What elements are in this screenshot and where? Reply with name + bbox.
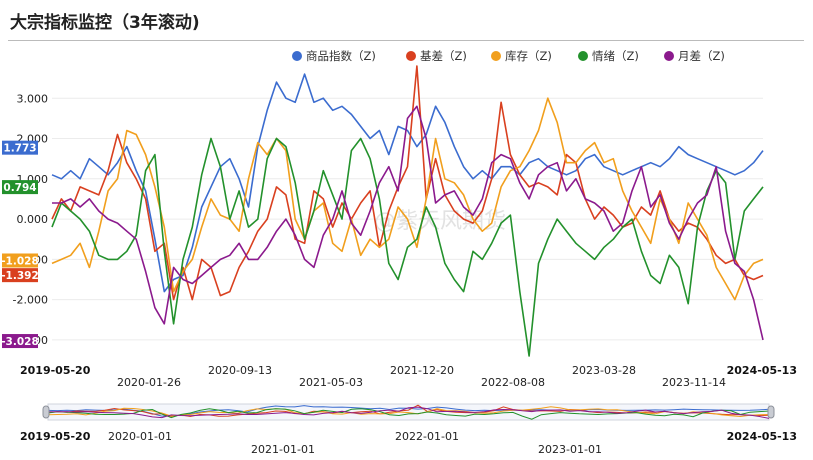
end-label-badge [2,140,38,155]
navigator-right-handle[interactable] [767,405,775,419]
legend-item-2[interactable]: 基差（Z) [406,49,467,63]
end-label-value: -1.392 [1,270,39,282]
end-label-badge [2,180,38,195]
end-label-value: 1.773 [3,143,36,155]
x-tick-label: 2020-01-26 [117,376,181,389]
navigator-left-handle[interactable] [42,405,50,419]
series-line-3 [51,97,764,301]
legend-label: 月差（Z) [678,49,725,63]
page-title: 大宗指标监控（3年滚动) [10,13,200,33]
x-tick-label: 2019-05-20 [20,364,91,377]
navigator-tick-label: 2021-01-01 [251,443,315,456]
navigator-tick-label: 2020-01-01 [108,430,172,443]
end-label-5: -3.028 [1,334,39,349]
range-navigator[interactable]: 2019-05-20 2024-05-13 2020-01-01 2022-01-01… [20,403,797,456]
x-tick-label: 2023-11-14 [662,376,726,389]
x-tick-label: 2020-09-13 [208,364,272,377]
end-label-badge [2,253,38,268]
y-tick-label: 0.000 [17,213,49,226]
legend-marker [406,51,416,61]
end-label-value: 0.794 [3,182,36,194]
navigator-tick-label: 2023-01-01 [538,443,602,456]
navigator-tick-label: 2019-05-20 [20,430,91,443]
end-label-1: 1.773 [2,140,38,155]
x-tick-label: 2021-05-03 [299,376,363,389]
end-label-2: -1.392 [1,268,39,283]
x-tick-label: 2021-12-20 [390,364,454,377]
series-end-labels: 1.773 -1.392 -1.028 0.794 -3.028 [1,140,39,349]
legend-item-1[interactable]: 商品指数（Z) [292,49,376,63]
navigator-line-5 [48,406,770,419]
legend-label: 情绪（Z) [592,49,639,63]
chart-legend[interactable]: 商品指数（Z) 基差（Z) 库存（Z) 情绪（Z) 月差（Z) [292,49,725,63]
end-label-badge [2,268,38,283]
navigator-tick-label: 2022-01-01 [395,430,459,443]
end-label-value: -1.028 [1,255,39,267]
x-axis-tick-labels: 2019-05-20 2024-05-13 2020-09-13 2021-12-20… [20,364,797,389]
series-line-2 [51,65,764,301]
end-label-value: -3.028 [1,336,39,348]
x-tick-label: 2022-08-08 [481,376,545,389]
legend-item-5[interactable]: 月差（Z) [664,49,725,63]
series-line-4 [51,137,764,357]
navigator-line-3 [47,406,770,418]
end-label-badge [2,334,38,349]
legend-label: 商品指数（Z) [306,49,376,63]
x-tick-label: 2023-03-28 [572,364,636,377]
navigator-tick-label: 2024-05-13 [727,430,797,443]
legend-marker [292,51,302,61]
end-label-4: 0.794 [2,180,38,195]
legend-marker [578,51,588,61]
y-tick-label: -2.000 [13,294,48,307]
series-line-5 [52,105,764,341]
legend-item-3[interactable]: 库存（Z) [491,49,552,63]
x-tick-label: 2024-05-13 [727,364,797,377]
title-divider [8,40,804,41]
legend-label: 基差（Z) [420,49,467,63]
legend-item-4[interactable]: 情绪（Z) [578,49,639,63]
navigator-line-4 [47,408,770,420]
chart-series-lines [51,65,764,357]
end-label-3: -1.028 [1,253,39,268]
legend-marker [491,51,501,61]
legend-marker [664,51,674,61]
y-tick-label: 3.000 [17,92,49,105]
legend-label: 库存（Z) [505,49,552,63]
